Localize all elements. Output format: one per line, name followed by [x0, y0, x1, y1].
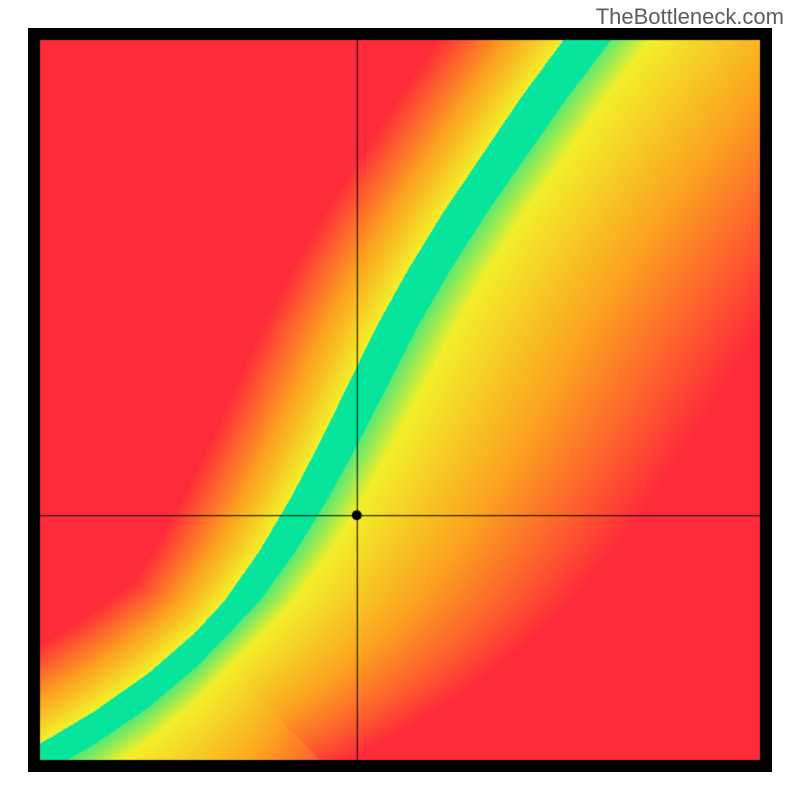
heatmap-canvas	[28, 28, 772, 772]
heatmap-plot	[28, 28, 772, 772]
chart-container: TheBottleneck.com	[0, 0, 800, 800]
watermark-text: TheBottleneck.com	[596, 4, 784, 30]
